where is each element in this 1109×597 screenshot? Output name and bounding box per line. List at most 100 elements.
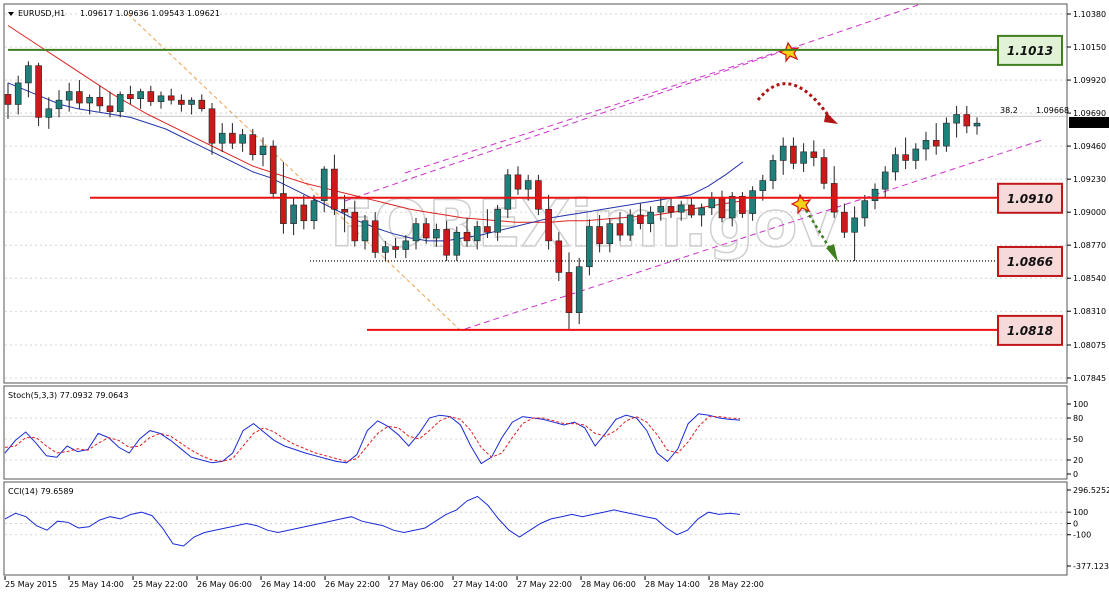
candle-body <box>229 132 236 144</box>
candle <box>218 123 226 152</box>
candle <box>106 91 114 118</box>
candle <box>565 252 573 330</box>
candle <box>973 117 981 135</box>
level-label: 1.0910 <box>1007 192 1053 206</box>
candle-body <box>167 95 175 101</box>
time-tick-label: 25 May 2015 <box>5 580 57 589</box>
candle-body <box>973 122 981 127</box>
candle-body <box>718 197 726 219</box>
fib-level-label: 38.2 <box>1000 106 1018 115</box>
candle <box>239 128 246 152</box>
candle-body <box>698 207 705 216</box>
candle-body <box>616 223 624 236</box>
candle-body <box>667 206 675 213</box>
candle <box>606 217 614 253</box>
candle-body <box>96 96 104 107</box>
candle <box>269 140 277 198</box>
candle <box>892 147 899 181</box>
candle <box>616 212 624 241</box>
candle <box>453 226 461 261</box>
stoch-title: Stoch(5,3,3) 77.0932 79.0643 <box>8 391 128 400</box>
osc-tick-label: 0 <box>1073 470 1078 479</box>
candle-body <box>208 108 216 144</box>
time-tick-label: 25 May 14:00 <box>69 580 124 589</box>
candle-body <box>677 204 685 213</box>
candle-body <box>953 114 960 124</box>
candle-body <box>300 204 308 222</box>
candle <box>137 88 144 109</box>
candle <box>341 194 348 233</box>
time-axis: 25 May 2015 25 May 14:00 25 May 22:00 26 Ma… <box>4 576 764 589</box>
candle <box>198 94 206 112</box>
candle-body <box>912 148 920 161</box>
candle <box>902 137 909 170</box>
candle-body <box>484 226 491 233</box>
candle <box>749 186 756 221</box>
dropdown-triangle-icon[interactable] <box>8 12 14 16</box>
candle-body <box>606 223 614 245</box>
candle-body <box>25 65 32 84</box>
candle-body <box>269 145 277 194</box>
time-tick-label: 28 May 22:00 <box>709 580 764 589</box>
candle-body <box>963 114 971 127</box>
candle <box>637 203 644 230</box>
cci-panel[interactable] <box>3 481 1068 576</box>
osc-series-line <box>4 413 741 465</box>
candle <box>392 238 399 259</box>
candle <box>65 82 73 112</box>
candle-body <box>728 196 736 219</box>
channel-upper-line <box>344 4 919 202</box>
candle-body <box>871 188 879 201</box>
symbol-label: EURUSD,H1 <box>18 9 65 18</box>
candle-body <box>86 96 93 104</box>
candle-body <box>565 272 573 313</box>
time-tick-label: 25 May 22:00 <box>133 580 188 589</box>
candle-body <box>402 240 410 250</box>
candle-body <box>361 220 369 242</box>
candle <box>463 217 471 247</box>
candle <box>739 192 746 218</box>
time-tick-label: 26 May 06:00 <box>197 580 252 589</box>
candle <box>841 203 848 238</box>
candle-body <box>759 180 767 191</box>
candle-body <box>932 140 940 147</box>
fib-trend-line <box>127 13 461 331</box>
candle-body <box>943 122 950 147</box>
candle <box>412 217 420 250</box>
candle <box>433 223 440 247</box>
candle <box>677 200 685 221</box>
stoch-panel[interactable] <box>3 385 1068 480</box>
osc-tick-label: 20 <box>1073 456 1083 465</box>
candles <box>4 61 981 330</box>
price-tick-label: 1.09460 <box>1073 142 1106 151</box>
candle <box>229 123 236 149</box>
candle-body <box>800 151 807 164</box>
candle <box>290 197 297 236</box>
level-box <box>997 245 1063 277</box>
candle-body <box>739 196 746 214</box>
candle-body <box>55 99 63 110</box>
candle <box>810 140 818 167</box>
candle <box>545 194 552 250</box>
candle-body <box>545 208 552 242</box>
candle-body <box>341 208 348 213</box>
candle <box>116 91 124 118</box>
current-price-label: 1.09621 <box>1071 119 1104 128</box>
candle <box>524 174 532 201</box>
candle-body <box>178 99 185 105</box>
price-tick-label: 1.09690 <box>1073 109 1106 118</box>
candle <box>167 88 175 105</box>
time-tick-label: 28 May 14:00 <box>645 580 700 589</box>
osc-tick-label: 0 <box>1073 519 1078 528</box>
candle-body <box>504 174 512 210</box>
candle-body <box>157 95 165 102</box>
candle-body <box>249 134 257 156</box>
candle <box>800 143 807 172</box>
osc-series-line <box>4 495 741 547</box>
breakdown-arrow-head-icon <box>826 244 838 262</box>
cci-plot: 296.5252 100 0 -100 -377.1233 <box>4 486 1109 571</box>
candle <box>473 220 481 250</box>
candle-body <box>596 226 603 245</box>
